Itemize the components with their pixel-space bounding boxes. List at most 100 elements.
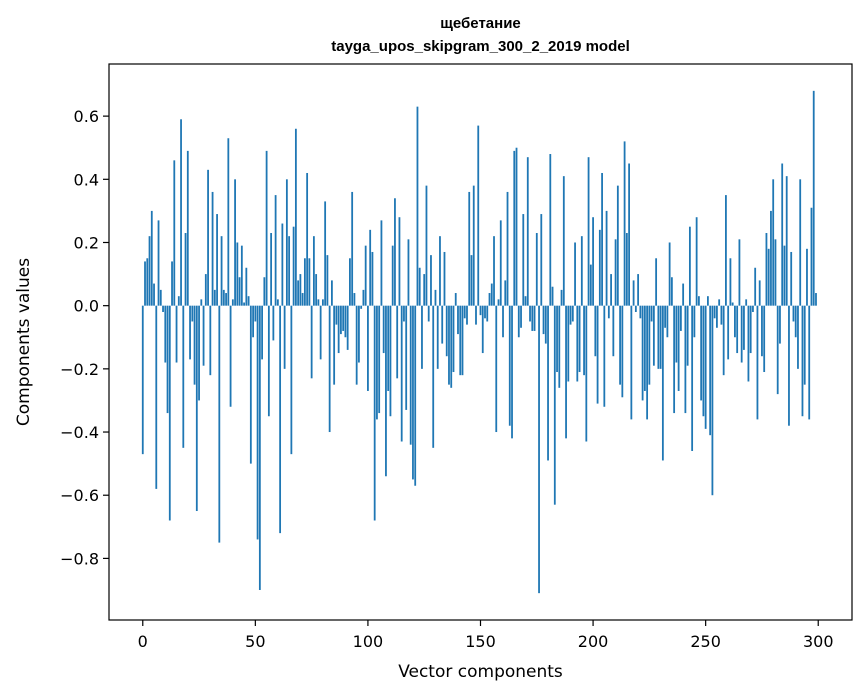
bar-92 (349, 258, 351, 306)
bar-32 (213, 289, 216, 306)
bar-124 (421, 305, 423, 369)
bar-241 (684, 305, 687, 414)
bar-281 (774, 239, 777, 306)
y-tick-label: −0.4 (60, 423, 99, 442)
bar-20 (186, 150, 189, 306)
bar-36 (222, 289, 225, 306)
bar-155 (490, 283, 493, 306)
bar-102 (371, 251, 374, 306)
bar-40 (231, 299, 234, 306)
bar-253 (711, 305, 714, 496)
x-axis: 0 50 100 150 200 250 300 (138, 620, 834, 651)
bar-52 (258, 305, 261, 590)
bar-192 (574, 242, 576, 306)
bar-17 (180, 119, 182, 306)
bar-48 (249, 305, 252, 464)
bar-265 (738, 239, 741, 306)
bar-147 (472, 185, 475, 306)
bar-218 (632, 280, 635, 306)
bar-291 (797, 305, 799, 369)
y-tick-label: 0.0 (74, 297, 99, 316)
y-tick-label: 0.4 (74, 170, 99, 189)
y-axis-label: Components values (14, 258, 34, 426)
bar-210 (614, 239, 617, 306)
bar-49 (252, 305, 254, 338)
bar-229 (657, 305, 660, 369)
bar-237 (675, 305, 678, 363)
bar-70 (299, 274, 302, 306)
bar-279 (770, 210, 772, 306)
bar-219 (634, 305, 637, 312)
bar-296 (808, 305, 811, 420)
bar-41 (234, 179, 236, 306)
bar-33 (216, 214, 218, 306)
bar-175 (535, 233, 538, 306)
bar-8 (159, 289, 162, 306)
bar-171 (526, 157, 529, 306)
bars-group (141, 90, 817, 594)
bar-53 (261, 305, 263, 360)
bar-202 (596, 305, 599, 404)
bar-180 (547, 305, 549, 461)
bar-42 (236, 242, 239, 306)
bar-223 (643, 305, 646, 391)
y-tick-label: −0.6 (60, 486, 99, 505)
bar-273 (756, 305, 759, 420)
x-tick-label: 300 (803, 632, 834, 651)
bar-43 (238, 277, 241, 306)
bar-12 (168, 305, 171, 521)
bar-55 (265, 150, 268, 306)
bar-25 (198, 305, 200, 401)
bar-283 (779, 305, 781, 344)
bar-212 (619, 305, 621, 385)
bar-27 (202, 305, 205, 366)
bar-26 (200, 299, 203, 306)
bar-206 (605, 210, 608, 306)
bar-29 (207, 169, 209, 306)
y-axis: −0.8 −0.6 −0.4 −0.2 0.0 0.2 0.4 0.6 (60, 107, 109, 568)
bar-3 (148, 236, 151, 306)
chart-subtitle: tayga_upos_skipgram_300_2_2019 model (331, 38, 630, 55)
bar-139 (454, 293, 457, 306)
bar-14 (173, 160, 176, 306)
bar-35 (220, 236, 223, 306)
bar-94 (353, 293, 356, 306)
bar-4 (150, 210, 153, 306)
bar-16 (177, 296, 180, 306)
bar-276 (763, 305, 766, 373)
bar-103 (373, 305, 376, 521)
bar-140 (457, 305, 459, 335)
bar-117 (405, 305, 408, 410)
bar-178 (542, 305, 545, 335)
bar-235 (670, 277, 673, 306)
bar-277 (765, 233, 768, 306)
bar-11 (166, 305, 169, 414)
bar-73 (306, 172, 309, 306)
bar-199 (589, 264, 592, 306)
bar-198 (587, 157, 590, 306)
bar-160 (502, 305, 504, 338)
y-tick-label: 0.2 (74, 233, 99, 252)
bar-250 (704, 305, 707, 429)
bar-153 (486, 305, 489, 322)
bar-191 (571, 305, 574, 322)
bar-59 (274, 195, 277, 306)
y-tick-label: 0.6 (74, 107, 99, 126)
bar-142 (461, 305, 464, 376)
bar-222 (641, 305, 644, 401)
bar-251 (707, 296, 709, 306)
bar-268 (745, 299, 748, 306)
bar-152 (484, 305, 486, 319)
bar-6 (155, 305, 158, 489)
bar-116 (403, 305, 405, 322)
bar-68 (294, 128, 297, 306)
bar-201 (594, 305, 597, 357)
bar-224 (646, 305, 649, 420)
bar-46 (245, 267, 248, 306)
y-tick-label: −0.8 (60, 549, 99, 568)
bar-119 (409, 305, 412, 445)
bar-248 (700, 305, 703, 401)
bar-262 (731, 302, 734, 306)
bar-182 (551, 286, 554, 306)
